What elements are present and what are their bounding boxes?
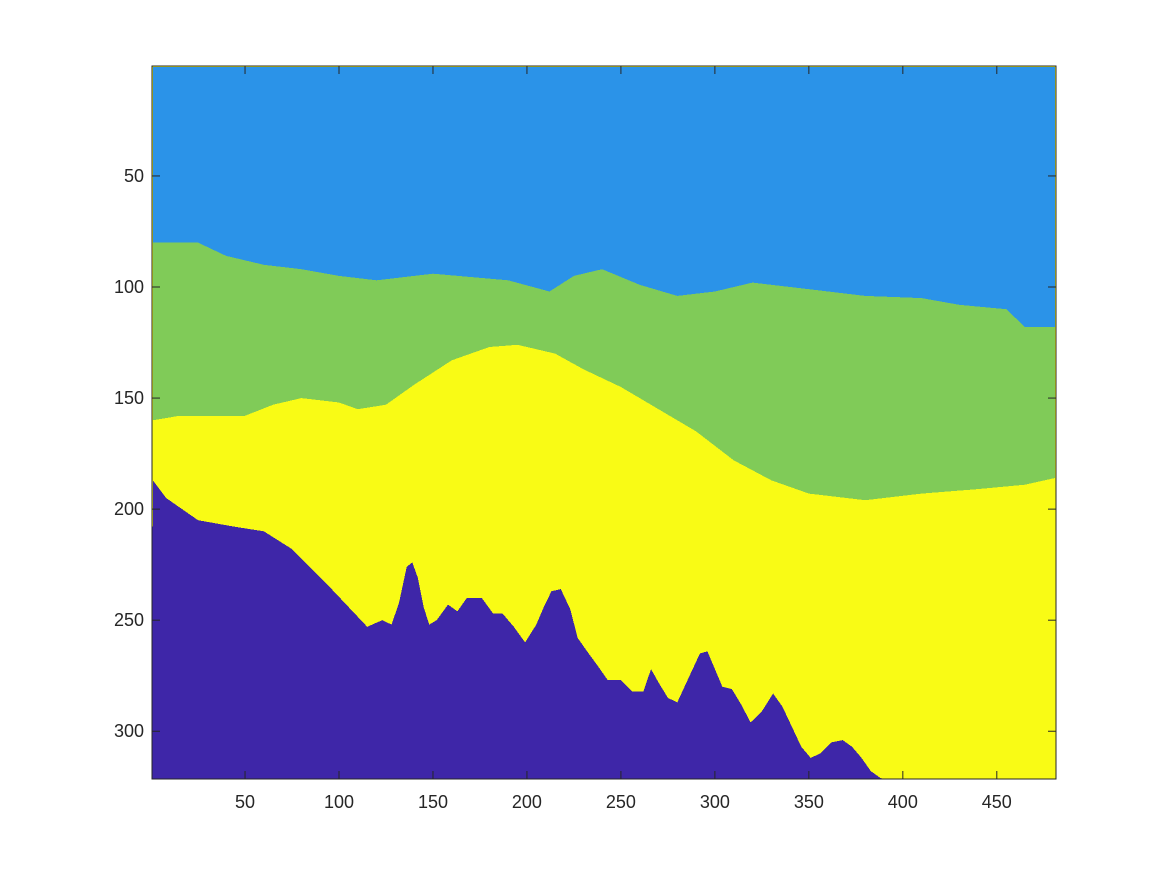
x-tick-label: 300 <box>700 792 730 812</box>
x-axis: 50 100 150 200 250 300 350 400 450 <box>235 66 1012 812</box>
y-tick-label: 250 <box>114 610 144 630</box>
x-tick-label: 150 <box>418 792 448 812</box>
x-tick-label: 200 <box>512 792 542 812</box>
x-tick-label: 100 <box>324 792 354 812</box>
x-tick-label: 450 <box>982 792 1012 812</box>
region-class-2 <box>152 67 1056 327</box>
region-class-1 <box>152 480 884 779</box>
y-tick-label: 150 <box>114 388 144 408</box>
y-tick-label: 200 <box>114 499 144 519</box>
y-tick-label: 300 <box>114 721 144 741</box>
x-tick-label: 250 <box>606 792 636 812</box>
x-tick-label: 400 <box>888 792 918 812</box>
x-tick-label: 350 <box>794 792 824 812</box>
plot-area <box>152 66 1056 779</box>
y-tick-label: 100 <box>114 277 144 297</box>
y-tick-label: 50 <box>124 166 144 186</box>
x-tick-label: 50 <box>235 792 255 812</box>
y-axis: 50 100 150 200 250 300 <box>114 166 1056 741</box>
region-class-3 <box>152 242 1056 501</box>
axes-box <box>151 65 1057 780</box>
